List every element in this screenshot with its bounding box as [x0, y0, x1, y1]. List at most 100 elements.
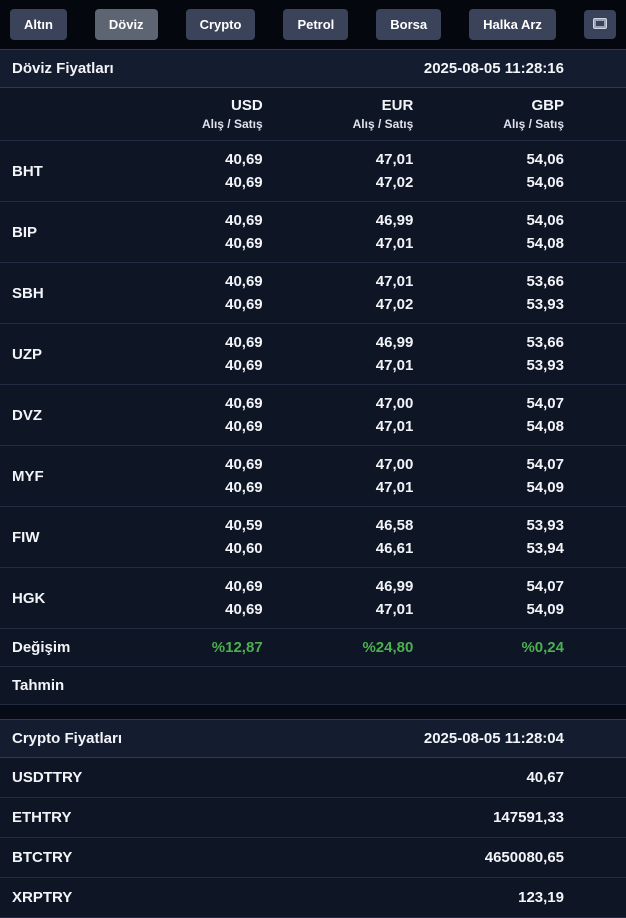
monitor-icon	[592, 17, 607, 32]
row-label: UZP	[12, 345, 42, 363]
section-title: Döviz Fiyatları	[12, 60, 114, 77]
usd-change-value: %12,87	[211, 639, 263, 656]
row-value: 123,19	[518, 889, 564, 906]
gbp-change-value: %0,24	[521, 639, 564, 656]
row-label: BIP	[12, 223, 38, 241]
monitor-icon-button[interactable]	[583, 10, 616, 39]
tab-doviz[interactable]: Döviz	[94, 9, 158, 40]
tab-borsa[interactable]: Borsa	[376, 9, 442, 40]
eur-cell: 47,01 47,02	[263, 148, 414, 194]
sell-price: 54,06	[526, 174, 564, 191]
row-label: FIW	[12, 528, 40, 546]
buy-price: 47,00	[375, 395, 414, 412]
table-row-dvz: DVZ 40,69 40,69 47,00 47,01 54,07 54,08	[0, 385, 626, 446]
sell-price: 40,60	[225, 540, 263, 557]
row-label: BHT	[12, 162, 43, 180]
usd-cell: 40,69 40,69	[112, 148, 263, 194]
row-label: BTCTRY	[12, 849, 73, 866]
buy-price: 47,00	[375, 456, 414, 473]
gbp-cell: 54,06 54,06	[413, 148, 564, 194]
tab-petrol[interactable]: Petrol	[283, 9, 349, 40]
eur-cell: 47,00 47,01	[263, 392, 414, 438]
column-name: EUR	[381, 97, 414, 114]
gbp-cell: 53,93 53,94	[413, 514, 564, 560]
column-name: USD	[230, 97, 263, 114]
gbp-cell: 54,07 54,08	[413, 392, 564, 438]
sell-price: 47,01	[375, 418, 414, 435]
row-value: 147591,33	[493, 809, 564, 826]
buy-price: 40,69	[225, 273, 263, 290]
table-row-bip: BIP 40,69 40,69 46,99 47,01 54,06 54,08	[0, 202, 626, 263]
eur-change-value: %24,80	[362, 639, 414, 656]
sell-price: 53,94	[526, 540, 564, 557]
buy-price: 54,06	[526, 151, 564, 168]
crypto-row-btctry: BTCTRY 4650080,65	[0, 838, 626, 878]
eur-cell: 46,99 47,01	[263, 331, 414, 377]
usd-cell: 40,59 40,60	[112, 514, 263, 560]
doviz-header: Döviz Fiyatları 2025-08-05 11:28:16	[0, 49, 626, 88]
row-label: HGK	[12, 589, 46, 607]
gbp-cell: 54,07 54,09	[413, 453, 564, 499]
usd-cell: 40,69 40,69	[112, 575, 263, 621]
change-row-label: Değişim	[12, 639, 71, 656]
sell-price: 40,69	[225, 601, 263, 618]
buy-price: 40,69	[225, 456, 263, 473]
row-label: ETHTRY	[12, 809, 72, 826]
table-row-sbh: SBH 40,69 40,69 47,01 47,02 53,66 53,93	[0, 263, 626, 324]
buy-price: 40,69	[225, 395, 263, 412]
column-subtitle: Alış / Satış	[503, 117, 564, 131]
section-timestamp: 2025-08-05 11:28:04	[423, 730, 564, 747]
buy-price: 46,99	[375, 578, 414, 595]
gbp-cell: 53,66 53,93	[413, 270, 564, 316]
buy-price: 47,01	[375, 273, 414, 290]
crypto-header: Crypto Fiyatları 2025-08-05 11:28:04	[0, 719, 626, 758]
column-header-eur: EUR Alış / Satış	[263, 97, 414, 131]
row-value: 40,67	[526, 769, 564, 786]
buy-price: 53,66	[526, 273, 564, 290]
sell-price: 40,69	[225, 296, 263, 313]
row-label: XRPTRY	[12, 889, 73, 906]
sell-price: 40,69	[225, 418, 263, 435]
sell-price: 47,01	[375, 357, 414, 374]
buy-price: 40,59	[225, 517, 263, 534]
section-title: Crypto Fiyatları	[12, 730, 123, 747]
row-label: USDTTRY	[12, 769, 83, 786]
buy-price: 53,66	[526, 334, 564, 351]
tab-crypto[interactable]: Crypto	[185, 9, 256, 40]
crypto-row-usdttry: USDTTRY 40,67	[0, 758, 626, 798]
usd-cell: 40,69 40,69	[112, 209, 263, 255]
sell-price: 47,02	[375, 174, 414, 191]
sell-price: 40,69	[225, 357, 263, 374]
buy-price: 53,93	[526, 517, 564, 534]
column-subtitle: Alış / Satış	[201, 117, 263, 131]
tab-altin[interactable]: Altın	[10, 9, 67, 40]
crypto-row-ethtry: ETHTRY 147591,33	[0, 798, 626, 838]
eur-cell: 47,01 47,02	[263, 270, 414, 316]
usd-cell: 40,69 40,69	[112, 392, 263, 438]
forecast-row: Tahmin	[0, 667, 626, 705]
sell-price: 53,93	[526, 296, 564, 313]
buy-price: 46,99	[375, 334, 414, 351]
sell-price: 40,69	[225, 479, 263, 496]
table-row-fiw: FIW 40,59 40,60 46,58 46,61 53,93 53,94	[0, 507, 626, 568]
sell-price: 46,61	[375, 540, 414, 557]
change-row: Değişim %12,87 %24,80 %0,24	[0, 629, 626, 667]
buy-price: 40,69	[225, 334, 263, 351]
forecast-row-label: Tahmin	[12, 677, 65, 694]
buy-price: 54,07	[526, 395, 564, 412]
buy-price: 54,07	[526, 578, 564, 595]
column-name: GBP	[531, 97, 564, 114]
buy-price: 54,06	[526, 212, 564, 229]
tab-halka-arz[interactable]: Halka Arz	[469, 9, 556, 40]
sell-price: 54,09	[526, 601, 564, 618]
sell-price: 40,69	[225, 235, 263, 252]
eur-cell: 46,58 46,61	[263, 514, 414, 560]
row-value: 4650080,65	[484, 849, 564, 866]
sell-price: 54,09	[526, 479, 564, 496]
usd-cell: 40,69 40,69	[112, 331, 263, 377]
sell-price: 53,93	[526, 357, 564, 374]
usd-cell: 40,69 40,69	[112, 453, 263, 499]
sell-price: 47,01	[375, 235, 414, 252]
top-nav: Altın Döviz Crypto Petrol Borsa Halka Ar…	[0, 0, 626, 49]
section-timestamp: 2025-08-05 11:28:16	[423, 60, 564, 77]
